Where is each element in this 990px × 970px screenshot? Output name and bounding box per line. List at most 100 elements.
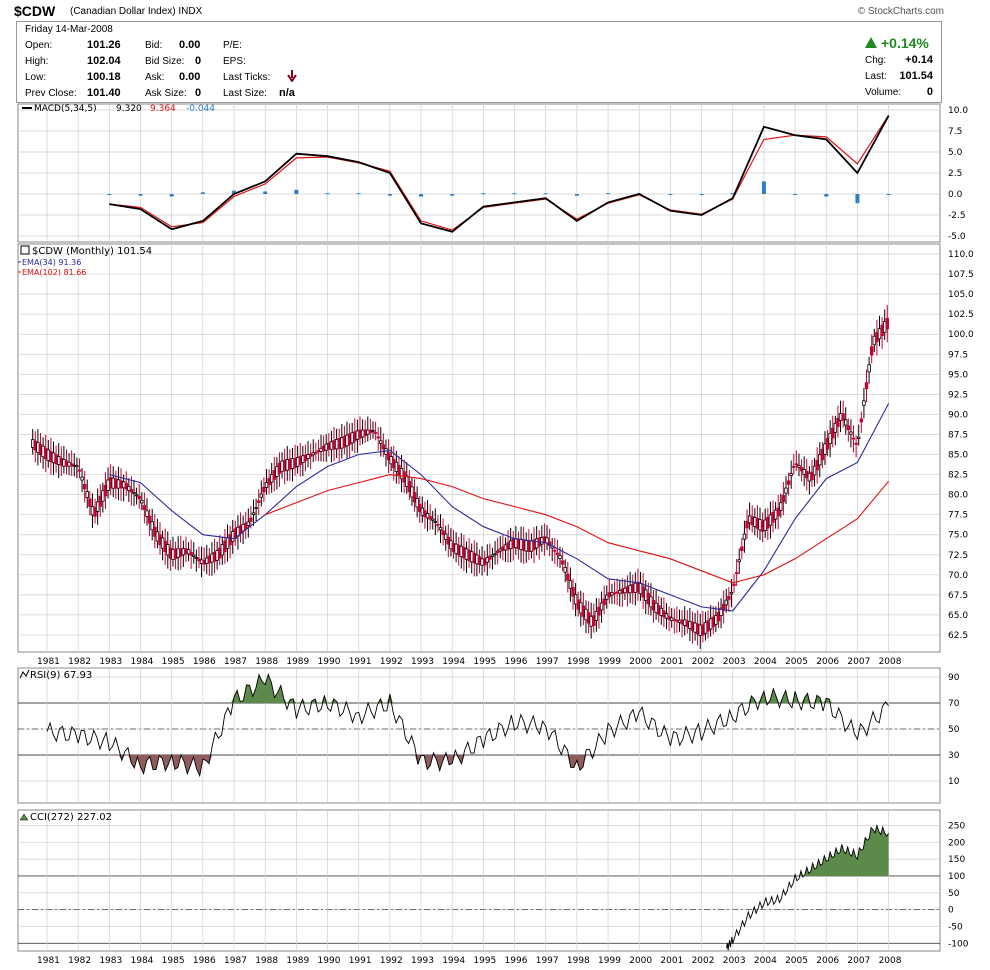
price-candle: [412, 492, 417, 503]
bid-value: 0.00: [179, 39, 201, 51]
x-axis-label-bottom: 1994: [442, 956, 465, 966]
price-candle: [495, 550, 500, 554]
price-tick-label: 110.0: [948, 250, 974, 260]
price-tick-label: 72.5: [948, 551, 968, 561]
price-candle: [262, 486, 266, 493]
x-axis-label-bottom: 1981: [37, 956, 60, 966]
price-candle: [568, 580, 573, 589]
cci-tick-label: 250: [948, 821, 965, 831]
macd-legend-signal: 9.364: [150, 104, 176, 114]
cci-tick-label: 100: [948, 872, 965, 882]
price-candle: [831, 427, 835, 439]
price-candle: [311, 452, 315, 456]
ema102-line: [265, 474, 890, 584]
price-candle: [740, 546, 744, 551]
macd-hist-bar: [574, 194, 579, 196]
high-label: High:: [25, 56, 49, 67]
price-candle: [314, 451, 318, 454]
price-candle: [867, 364, 871, 373]
price-candle: [376, 436, 380, 439]
macd-hist-bar: [699, 194, 704, 195]
x-axis-label: 1985: [162, 657, 185, 667]
macd-hist-bar: [481, 193, 486, 195]
symbol-name: (Canadian Dollar Index) INDX: [70, 6, 203, 17]
price-tick-label: 102.5: [948, 310, 974, 320]
ask-label: Ask:: [145, 72, 165, 83]
price-candle: [599, 602, 604, 611]
x-axis-label: 1981: [37, 657, 60, 667]
price-candle: [885, 317, 889, 330]
bid-size-value: 0: [195, 55, 202, 67]
cci-tick-label: -50: [948, 922, 963, 932]
macd-hist-bar: [761, 181, 766, 194]
macd-legend-label: MACD(5,34,5): [34, 104, 97, 114]
x-axis-label-bottom: 1983: [99, 956, 122, 966]
price-tick-label: 62.5: [948, 631, 968, 641]
rsi-tick-label: 10: [948, 777, 960, 787]
macd-legend-value: 9.320: [116, 104, 142, 114]
price-candle: [846, 425, 851, 431]
price-tick-label: 95.0: [948, 370, 968, 380]
x-axis-label-bottom: 1984: [131, 956, 154, 966]
cci-tick-label: 0: [948, 906, 954, 916]
price-frame: [17, 243, 941, 653]
quote-date: Friday 14-Mar-2008: [25, 24, 113, 35]
macd-hist-bar: [387, 194, 392, 196]
cci-tick-label: 50: [948, 889, 960, 899]
x-axis-label: 1989: [286, 657, 309, 667]
x-axis-label: 1999: [598, 657, 621, 667]
price-tick-label: 85.0: [948, 451, 968, 461]
macd-hist-bar: [107, 194, 112, 195]
price-candle: [594, 610, 599, 621]
macd-hist-bar: [730, 193, 735, 195]
x-axis-label-bottom: 1990: [318, 956, 341, 966]
price-candle: [147, 515, 152, 524]
candle-legend-icon: [20, 245, 30, 255]
x-axis-label: 2007: [847, 657, 870, 667]
brand-logo[interactable]: © StockCharts.com: [857, 6, 944, 17]
bid-label: Bid:: [145, 40, 163, 51]
price-candle: [129, 488, 134, 493]
x-axis-label-bottom: 2006: [816, 956, 839, 966]
price-candle: [602, 598, 606, 606]
x-axis-label-bottom: 2003: [723, 956, 746, 966]
rsi-frame: [17, 667, 941, 804]
x-axis-label-bottom: 2005: [785, 956, 808, 966]
bid-size-label: Bid Size:: [145, 56, 185, 67]
x-axis-label-bottom: 2007: [847, 956, 870, 966]
x-axis-label-bottom: 1985: [162, 956, 185, 966]
price-candle: [844, 419, 848, 426]
macd-tick-label: 10.0: [948, 106, 968, 116]
price-legend-label: $CDW (Monthly) 101.54: [32, 246, 152, 257]
price-candle: [433, 521, 438, 523]
price-tick-label: 82.5: [948, 471, 968, 481]
price-candle: [77, 469, 82, 472]
x-axis-label: 1995: [473, 657, 496, 667]
macd-tick-label: -2.5: [948, 211, 966, 221]
last-size-label: Last Size:: [223, 88, 267, 99]
price-candle: [792, 466, 796, 468]
x-axis-label: 1994: [442, 657, 465, 667]
x-axis-label-bottom: 2004: [754, 956, 777, 966]
ask-size-value: 0: [195, 87, 202, 99]
price-candle: [870, 346, 874, 356]
volume-label: Volume:: [865, 87, 902, 98]
price-candle: [737, 559, 741, 563]
macd-hist-bar: [606, 193, 611, 195]
price-tick-label: 65.0: [948, 611, 968, 621]
price-candle: [425, 513, 430, 519]
price-candle: [555, 552, 560, 555]
price-tick-label: 87.5: [948, 430, 968, 440]
price-candle: [381, 444, 386, 450]
x-axis-label-bottom: 1991: [349, 956, 372, 966]
low-value: 100.18: [87, 71, 121, 83]
price-candle: [438, 527, 443, 531]
price-candle: [379, 440, 383, 444]
price-candle: [797, 465, 801, 468]
price-candle: [256, 500, 261, 503]
price-candle: [436, 523, 440, 526]
price-candle: [716, 611, 721, 622]
x-axis-label: 1998: [567, 657, 590, 667]
price-candle: [150, 521, 154, 531]
x-axis-label-bottom: 1989: [286, 956, 309, 966]
